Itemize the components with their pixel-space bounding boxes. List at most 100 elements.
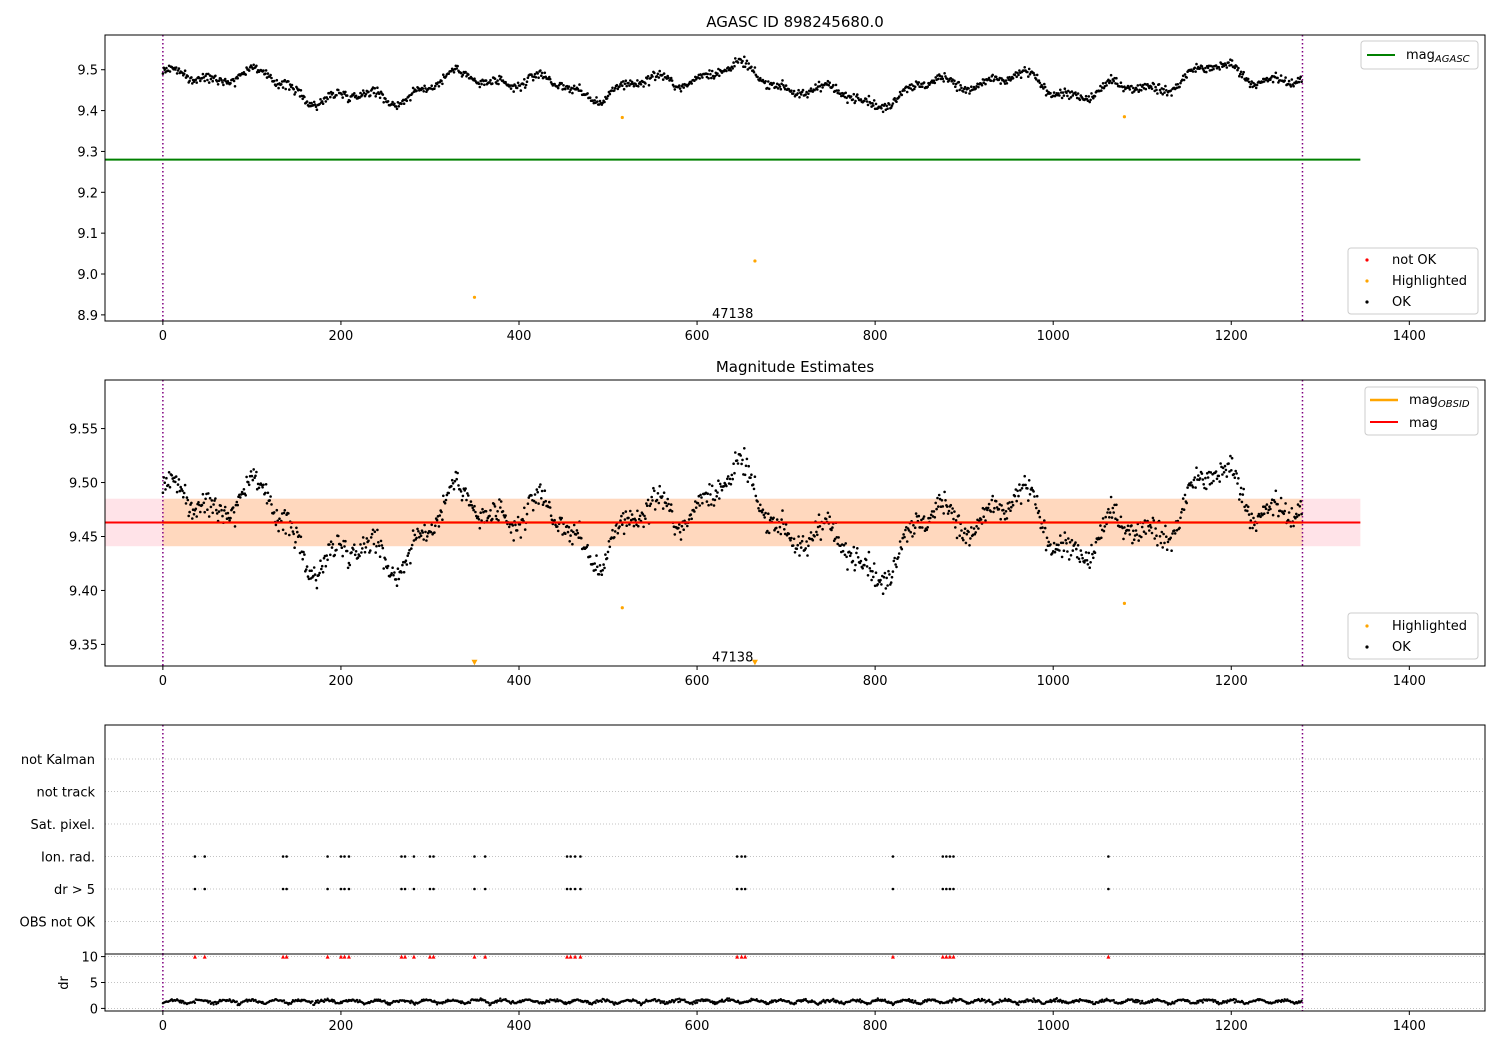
ok-point xyxy=(188,510,191,514)
ok-point xyxy=(687,518,691,521)
ok-point xyxy=(1286,518,1290,522)
ok-point xyxy=(525,512,529,516)
dr-clipped-marker xyxy=(951,954,956,959)
ok-point xyxy=(1269,78,1272,81)
ok-point xyxy=(354,94,358,98)
ok-point xyxy=(211,511,214,515)
ok-point xyxy=(775,526,778,530)
ok-point xyxy=(499,75,503,79)
ok-point xyxy=(170,474,174,477)
ok-point xyxy=(324,564,328,568)
dr-point xyxy=(479,997,482,1000)
ok-point xyxy=(1262,80,1266,83)
ok-point xyxy=(1085,559,1089,562)
ok-point xyxy=(195,81,198,84)
ok-point xyxy=(713,498,717,502)
ok-point xyxy=(595,96,598,99)
ok-point xyxy=(277,86,280,90)
ok-point xyxy=(1165,89,1168,92)
ok-point xyxy=(712,504,716,507)
ok-point xyxy=(509,531,513,534)
ok-point xyxy=(1033,495,1036,498)
plot-frame xyxy=(104,379,1486,667)
ok-point xyxy=(619,519,622,522)
dr-clipped-marker xyxy=(342,954,347,959)
ok-point xyxy=(161,72,165,75)
flag-point xyxy=(400,887,403,891)
ok-point xyxy=(401,563,404,567)
dr-point xyxy=(330,998,334,1001)
ok-point xyxy=(644,82,647,85)
x-tick-label: 400 xyxy=(507,329,532,344)
ok-point xyxy=(515,529,519,532)
ok-point xyxy=(284,532,288,535)
ok-point xyxy=(353,543,356,546)
ok-point xyxy=(1205,487,1208,491)
ok-point xyxy=(1181,74,1185,78)
ok-point xyxy=(872,99,876,102)
ok-point xyxy=(799,93,803,96)
dr-clipped-marker xyxy=(578,954,583,959)
ok-point xyxy=(750,473,753,477)
ok-point xyxy=(929,513,933,517)
ok-point xyxy=(320,567,323,571)
ok-point xyxy=(962,538,965,542)
ok-point xyxy=(1197,474,1200,477)
ok-point xyxy=(779,87,783,91)
ok-point xyxy=(1152,82,1156,86)
ok-point xyxy=(699,493,702,497)
ok-point xyxy=(1262,512,1266,515)
ok-point xyxy=(618,85,621,88)
ok-point xyxy=(1110,81,1114,85)
ok-point xyxy=(1045,536,1049,540)
legend-label: OK xyxy=(1392,640,1411,655)
ok-point xyxy=(1051,552,1054,555)
ok-point xyxy=(1290,507,1294,510)
ok-point xyxy=(421,531,425,534)
ok-point xyxy=(174,475,178,478)
dr-point xyxy=(1282,1000,1286,1003)
dr-point xyxy=(1112,998,1115,1002)
ok-point xyxy=(1128,533,1132,536)
y-tick-label: 9.35 xyxy=(69,638,98,653)
ok-point xyxy=(950,511,953,515)
ok-point xyxy=(648,504,652,508)
ok-point xyxy=(1236,68,1239,72)
ok-point xyxy=(548,77,552,81)
ok-point xyxy=(352,548,355,551)
ok-point xyxy=(378,555,382,558)
ok-point xyxy=(646,498,650,502)
ok-point xyxy=(262,483,265,487)
ok-point xyxy=(958,88,961,92)
y-tick-label: 9.5 xyxy=(77,64,98,79)
ok-point xyxy=(164,71,167,74)
ok-point xyxy=(335,93,338,97)
ok-point xyxy=(608,545,612,549)
y-tick-label: 8.9 xyxy=(77,309,98,324)
x-tick-label: 800 xyxy=(863,674,888,689)
ok-point xyxy=(162,476,166,479)
flag-point xyxy=(343,855,346,858)
dr-point xyxy=(1141,999,1144,1003)
ok-point xyxy=(621,80,625,83)
ok-point xyxy=(1239,70,1243,74)
ok-point xyxy=(429,530,433,534)
ok-point xyxy=(564,532,567,535)
legend-upper: magAGASC xyxy=(1360,40,1479,70)
ok-point xyxy=(949,503,953,507)
ok-point xyxy=(1013,73,1017,77)
ok-point xyxy=(1212,67,1215,71)
ok-point xyxy=(593,99,596,102)
ok-point xyxy=(404,559,408,562)
ok-point xyxy=(504,514,507,517)
ok-point xyxy=(415,89,418,92)
ok-point xyxy=(798,554,801,557)
dr-clipped-marker xyxy=(568,954,573,959)
ok-point xyxy=(731,477,734,481)
ok-point xyxy=(709,72,712,76)
ok-point xyxy=(898,90,902,94)
ok-point xyxy=(1163,91,1166,94)
ok-point xyxy=(962,531,966,535)
ok-point xyxy=(807,544,810,548)
dr-point xyxy=(694,1002,697,1005)
